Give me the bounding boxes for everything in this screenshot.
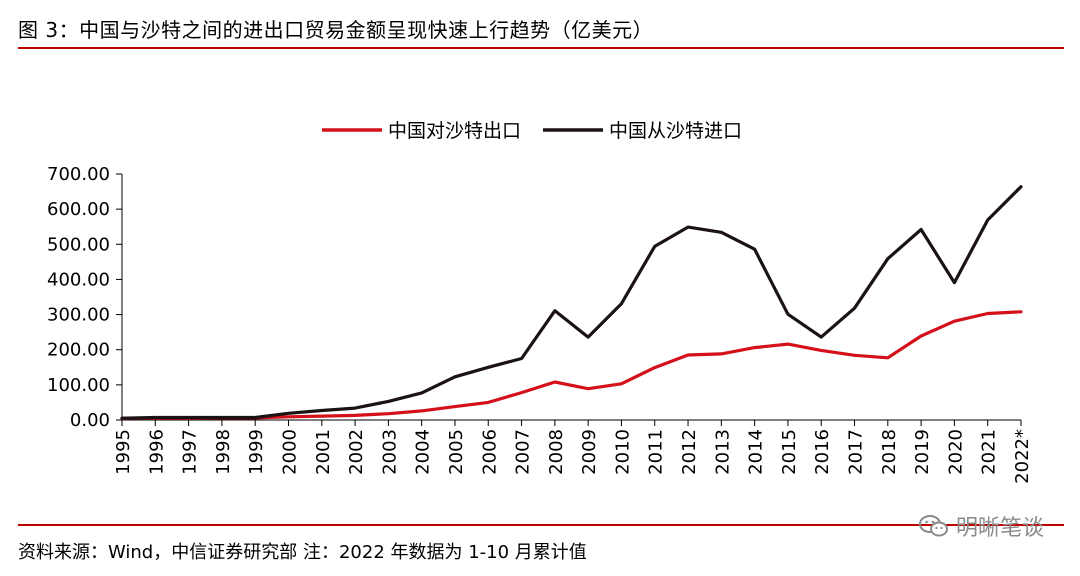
x-tick-label: 2013	[712, 429, 733, 475]
watermark-text: 明晰笔谈	[955, 516, 1044, 541]
x-tick-label: 1999	[246, 429, 267, 475]
x-tick-label: 2000	[279, 429, 300, 475]
series-line-export	[120, 310, 1023, 420]
x-tick-label: 2020	[945, 429, 966, 475]
x-tick-label: 2002	[346, 429, 367, 475]
x-tick-label: 2017	[846, 429, 867, 475]
y-tick-label: 600.00	[47, 199, 110, 220]
chart-axes: 0.00 100.00 200.00 300.00 400.00 500.00 600.00…	[47, 164, 1033, 484]
legend-label: 中国从沙特进口	[609, 120, 742, 142]
footer-divider	[18, 524, 1064, 526]
x-tick-label: 2006	[479, 429, 500, 475]
x-tick-label: 2008	[546, 429, 567, 475]
y-tick-label: 100.00	[47, 375, 110, 396]
x-tick-label: 1998	[213, 429, 234, 475]
wechat-icon	[918, 515, 948, 537]
figure-title: 图 3：中国与沙特之间的进出口贸易金额呈现快速上行趋势（亿美元）	[18, 18, 654, 42]
series-line-import	[120, 185, 1023, 420]
y-tick-label: 300.00	[47, 305, 110, 326]
x-tick-label: 2001	[313, 429, 334, 475]
x-tick-label: 2011	[646, 429, 667, 475]
title-divider	[18, 47, 1064, 49]
x-tick-label: 2021	[979, 429, 1000, 475]
x-tick-label: 1995	[113, 429, 134, 475]
x-tick-label: 2009	[579, 429, 600, 475]
legend-label: 中国对沙特出口	[388, 120, 521, 142]
source-note: 资料来源：Wind，中信证券研究部 注：2022 年数据为 1-10 月累计值	[18, 542, 587, 563]
chart-legend: 中国对沙特出口 中国从沙特进口	[322, 120, 742, 142]
x-tick-label: 2015	[779, 429, 800, 475]
y-tick-label: 700.00	[47, 164, 110, 185]
y-tick-label: 200.00	[47, 340, 110, 361]
x-tick-label: 2003	[379, 429, 400, 475]
y-tick-label: 500.00	[47, 234, 110, 255]
x-tick-label: 2014	[746, 429, 767, 475]
x-tick-label: 2007	[513, 429, 534, 475]
chart-series	[120, 185, 1023, 420]
x-tick-label: 2018	[879, 429, 900, 475]
x-tick-label: 1997	[180, 429, 201, 475]
x-tick-label: 2022*	[1012, 429, 1033, 484]
x-tick-label: 2016	[812, 429, 833, 475]
x-tick-label: 2010	[612, 429, 633, 475]
watermark: 明晰笔谈	[918, 510, 1044, 542]
x-tick-label: 1996	[146, 429, 167, 475]
x-tick-label: 2019	[912, 429, 933, 475]
x-tick-label: 2012	[679, 429, 700, 475]
x-tick-label: 2005	[446, 429, 467, 475]
y-tick-label: 400.00	[47, 269, 110, 290]
y-tick-label: 0.00	[70, 410, 110, 431]
x-tick-label: 2004	[413, 429, 434, 475]
